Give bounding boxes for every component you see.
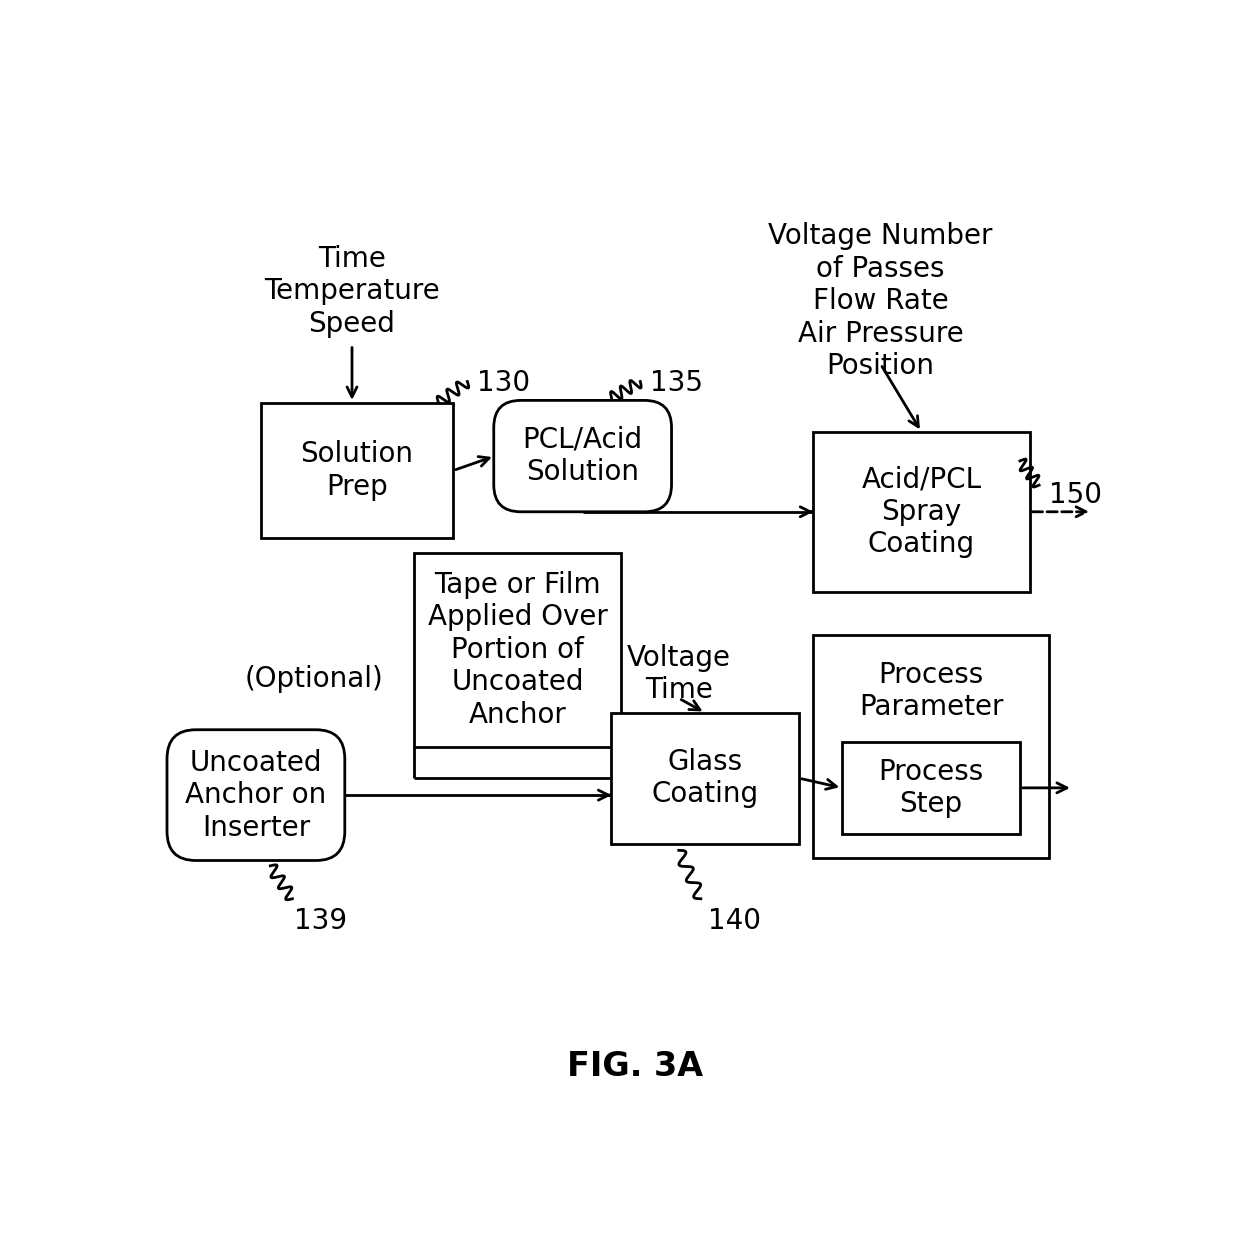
Text: Voltage Number
of Passes
Flow Rate
Air Pressure
Position: Voltage Number of Passes Flow Rate Air P…	[769, 223, 993, 380]
Text: 130: 130	[477, 370, 529, 398]
Text: Uncoated
Anchor on
Inserter: Uncoated Anchor on Inserter	[185, 749, 326, 842]
Text: Time
Temperature
Speed: Time Temperature Speed	[264, 245, 440, 338]
Text: Acid/PCL
Spray
Coating: Acid/PCL Spray Coating	[862, 465, 982, 559]
FancyBboxPatch shape	[813, 431, 1029, 591]
Text: Process
Step: Process Step	[878, 757, 983, 818]
Text: Glass
Coating: Glass Coating	[651, 749, 759, 809]
FancyBboxPatch shape	[414, 554, 621, 747]
Text: Voltage
Time: Voltage Time	[626, 644, 730, 704]
Text: 150: 150	[1049, 481, 1101, 508]
Text: 140: 140	[708, 907, 760, 935]
Text: Solution
Prep: Solution Prep	[300, 440, 413, 501]
Text: FIG. 3A: FIG. 3A	[568, 1050, 703, 1083]
FancyBboxPatch shape	[260, 403, 453, 538]
FancyBboxPatch shape	[494, 400, 672, 512]
Text: (Optional): (Optional)	[244, 665, 383, 693]
Text: Process
Parameter: Process Parameter	[859, 660, 1003, 721]
Text: PCL/Acid
Solution: PCL/Acid Solution	[522, 426, 642, 487]
FancyBboxPatch shape	[611, 713, 799, 844]
Text: 135: 135	[650, 370, 703, 398]
FancyBboxPatch shape	[842, 742, 1019, 834]
Text: Tape or Film
Applied Over
Portion of
Uncoated
Anchor: Tape or Film Applied Over Portion of Unc…	[428, 571, 608, 728]
FancyBboxPatch shape	[813, 635, 1049, 858]
Text: 139: 139	[294, 907, 347, 935]
FancyBboxPatch shape	[167, 730, 345, 860]
